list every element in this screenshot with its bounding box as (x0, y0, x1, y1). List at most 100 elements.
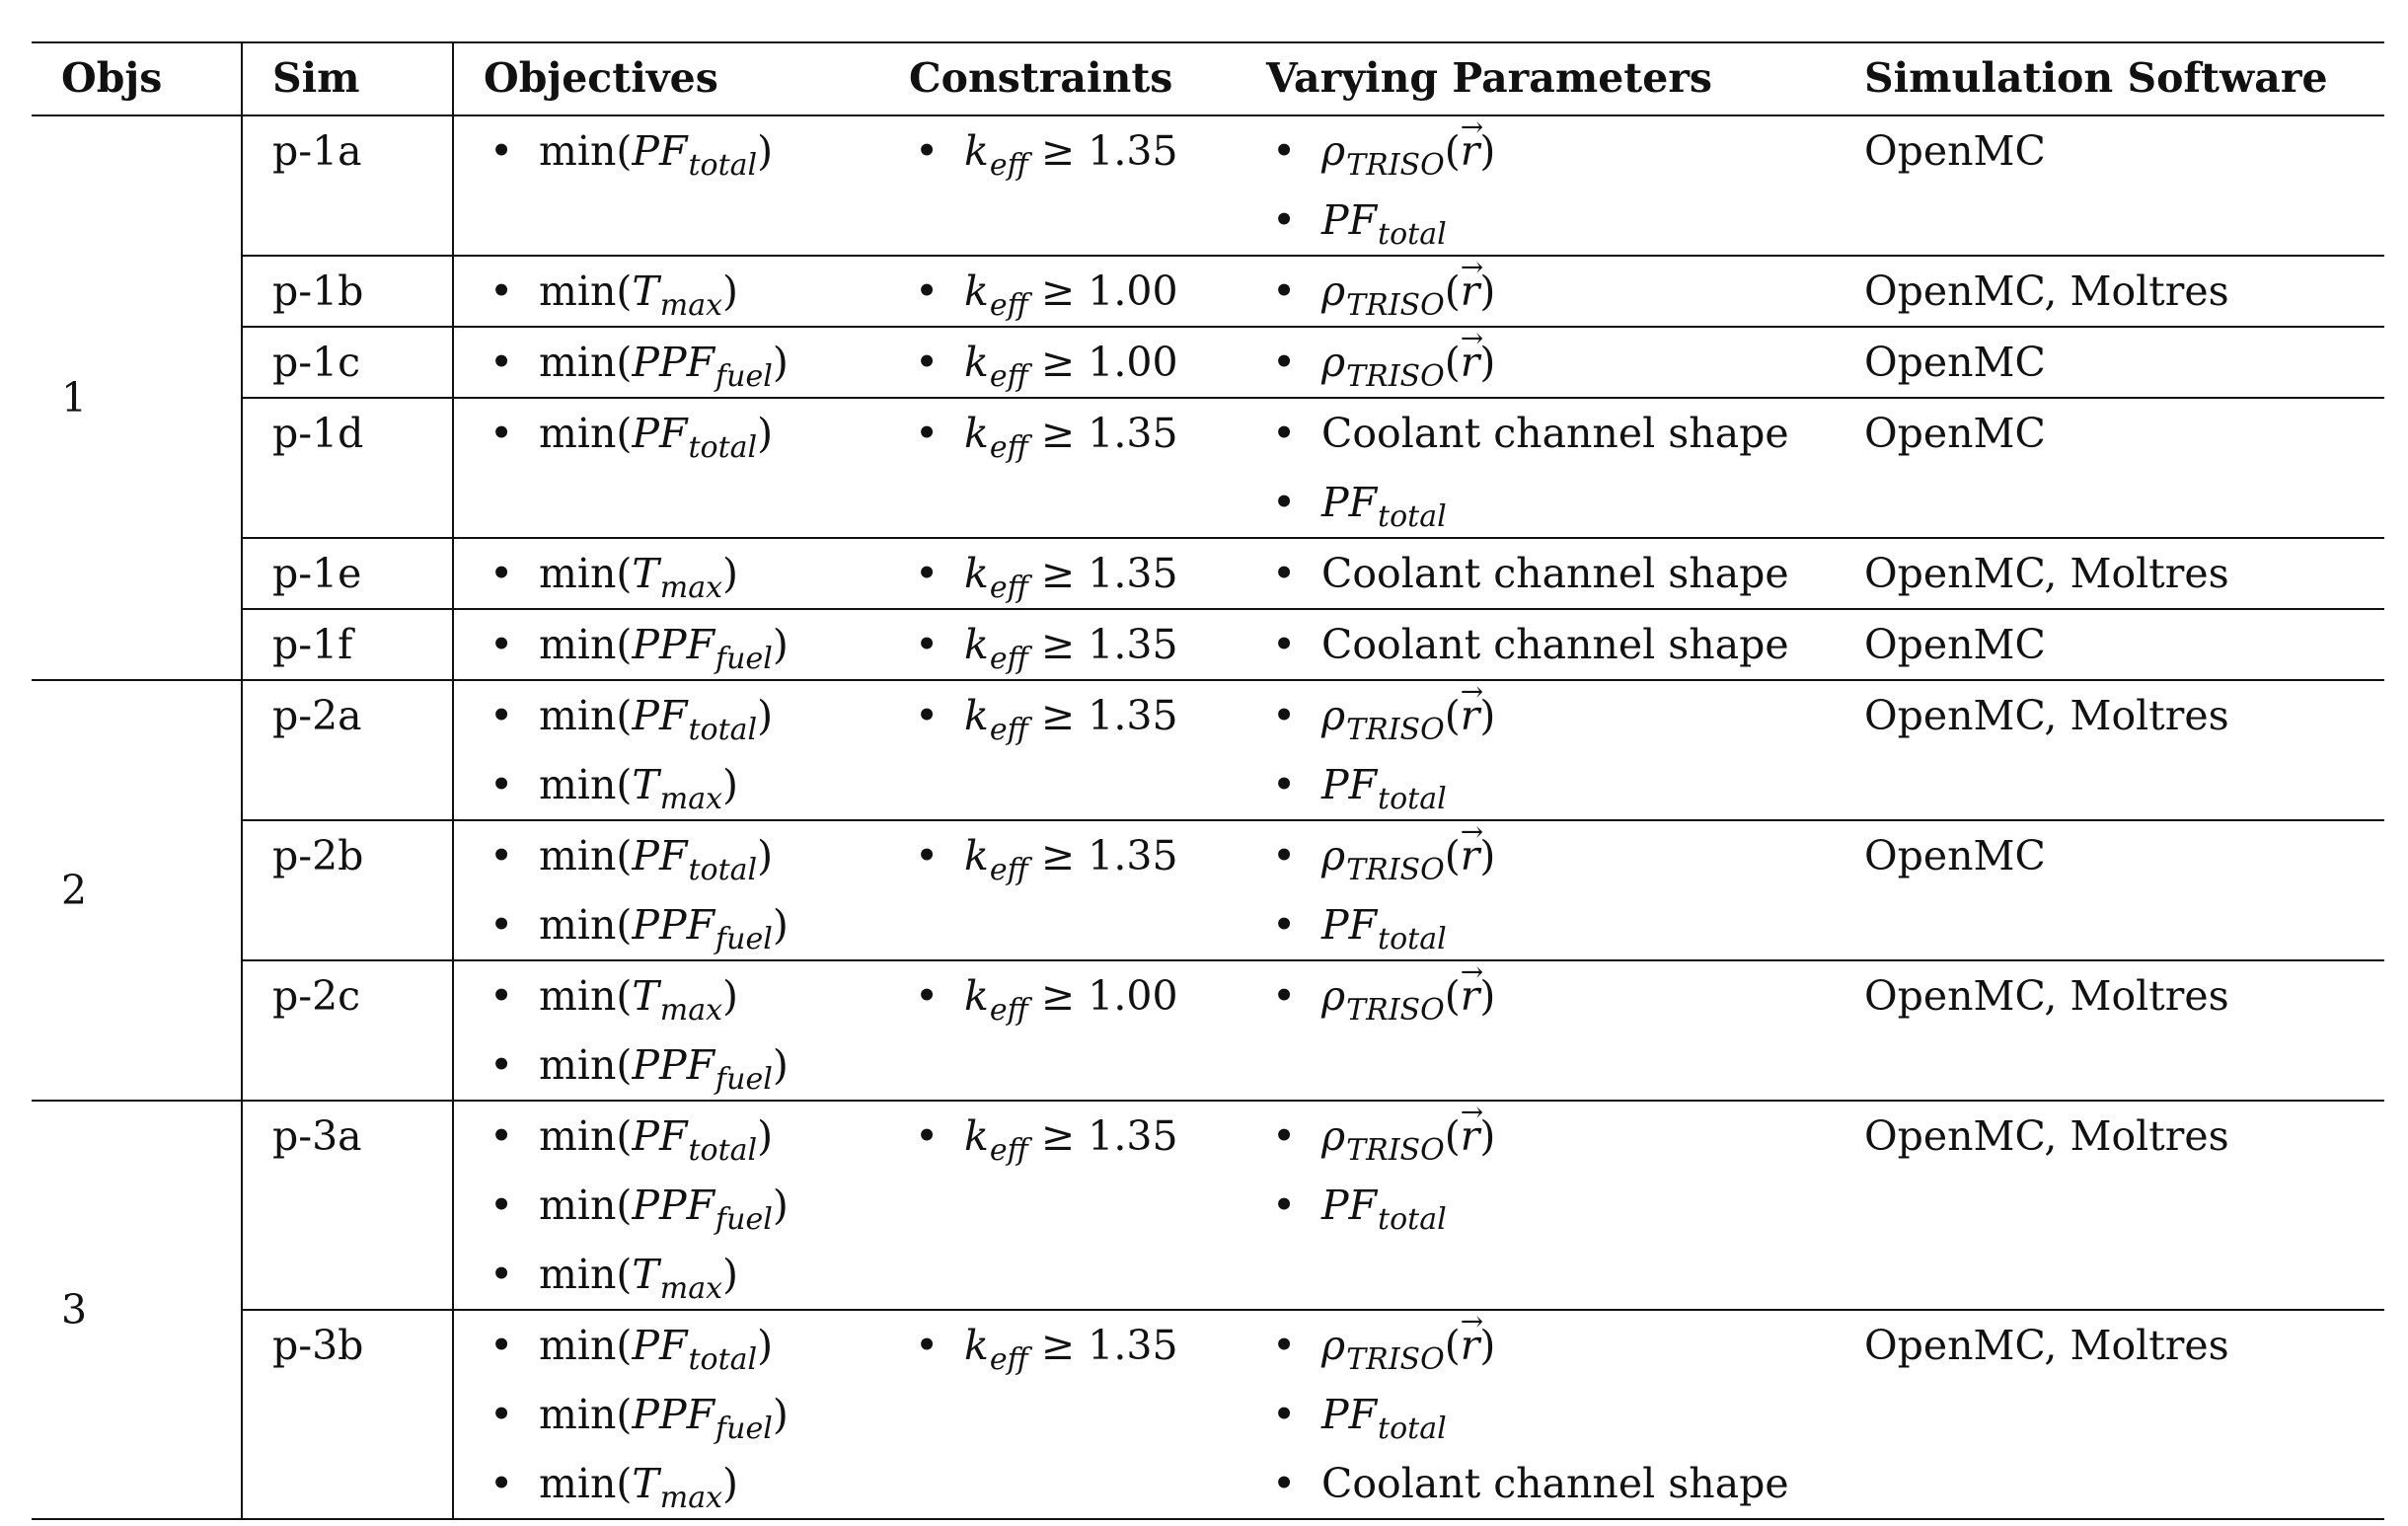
bullet-item: • min(PPFfuel) (484, 1030, 879, 1100)
sim-id: p-1d (272, 410, 364, 457)
objs-cell: 2 (32, 680, 243, 1101)
bullet-item: • Coolant channel shape (1266, 539, 1835, 608)
text-segment: ) (722, 267, 739, 315)
subscript: max (659, 1271, 723, 1306)
subscript: total (1378, 499, 1447, 534)
bullet-icon: • (915, 550, 940, 597)
sim-cell: p-1b (242, 256, 454, 327)
math-symbol: ρ (1321, 339, 1346, 386)
text-segment: min( (539, 832, 633, 879)
subscript: eff (989, 1133, 1028, 1168)
bullet-icon: • (1272, 196, 1297, 244)
table-row: p-1b • min(Tmax) • keff ≥ 1.00 • ρTRISO(r →) Ope… (32, 256, 2384, 327)
text-segment: min( (539, 339, 633, 386)
bullet-icon: • (1272, 1112, 1297, 1160)
bullet-item: • ρTRISO(r →) (1266, 960, 1835, 1030)
math-symbol: ρ (1321, 1322, 1346, 1369)
bullet-icon: • (489, 1112, 514, 1160)
sim-id: p-1c (272, 339, 361, 386)
math-symbol: PF (1321, 761, 1378, 808)
constraints-cell: • keff ≥ 1.35 (879, 1310, 1237, 1519)
bullet-icon: • (1272, 1182, 1297, 1229)
objectives-cell: • min(PFtotal) • min(PPFfuel) • min(Tmax) (453, 1101, 879, 1310)
bullet-item: • keff ≥ 1.00 (909, 328, 1237, 397)
bullet-item: • min(PFtotal) (484, 399, 879, 468)
table-row: p-2c • min(Tmax) • min(PPFfuel) • keff ≥ 1.00 •… (32, 960, 2384, 1101)
math-symbol: PPF (632, 901, 715, 949)
text-segment: ) (772, 901, 789, 949)
bullet-icon: • (489, 410, 514, 457)
constraints-cell: • keff ≥ 1.35 (879, 398, 1237, 538)
vector-arrow-icon: → (1460, 1310, 1484, 1337)
software-name: OpenMC, Moltres (1864, 692, 2229, 739)
bullet-item: • Coolant channel shape (1266, 610, 1835, 679)
bullet-item: • min(Tmax) (484, 750, 879, 819)
math-symbol: ρ (1321, 267, 1346, 315)
subscript: eff (989, 359, 1028, 394)
objs-cell: 1 (32, 115, 243, 680)
text-segment: min( (539, 621, 633, 668)
bullet-item: • min(PFtotal) (484, 116, 879, 186)
bullet-icon: • (915, 1322, 940, 1369)
software-cell: OpenMC (1835, 820, 2384, 960)
math-symbol: PPF (632, 1182, 715, 1229)
sim-cell: p-2b (242, 820, 454, 960)
objectives-cell: • min(PPFfuel) (453, 609, 879, 680)
subscript: total (1378, 1412, 1447, 1446)
software-name: OpenMC (1864, 832, 2046, 879)
text-segment: ≥ 1.00 (1027, 972, 1178, 1020)
table-row: p-1c • min(PPFfuel) • keff ≥ 1.00 • ρTRISO(r →)… (32, 327, 2384, 398)
table-row: p-1d • min(PFtotal) • keff ≥ 1.35 • Coolant ch… (32, 398, 2384, 538)
software-cell: OpenMC, Moltres (1835, 960, 2384, 1101)
text-segment: min( (539, 692, 633, 739)
bullet-item: • min(PFtotal) (484, 1311, 879, 1380)
vector-arrow-icon: → (1460, 960, 1484, 988)
math-symbol: PF (632, 692, 688, 739)
text-segment: ≥ 1.00 (1027, 267, 1178, 315)
bullet-icon: • (1272, 621, 1297, 668)
text-segment: ) (722, 1460, 739, 1507)
sim-id: p-3b (272, 1322, 364, 1369)
bullet-icon: • (489, 901, 514, 949)
bullet-icon: • (489, 1182, 514, 1229)
subscript: fuel (715, 1062, 773, 1097)
text-segment: ) (757, 410, 774, 457)
text-segment: min( (539, 901, 633, 949)
text-segment: ( (1444, 339, 1461, 386)
text-segment: ( (1444, 692, 1461, 739)
bullet-icon: • (1272, 479, 1297, 526)
software-cell: OpenMC (1835, 115, 2384, 256)
objectives-cell: • min(Tmax) (453, 538, 879, 609)
text-segment: ) (772, 1041, 789, 1089)
software-name: OpenMC (1864, 339, 2046, 386)
math-symbol: k (964, 972, 989, 1020)
sim-cell: p-1a (242, 115, 454, 256)
vector-symbol: r → (1461, 256, 1483, 326)
text-segment: ( (1444, 1112, 1461, 1160)
objectives-cell: • min(Tmax) (453, 256, 879, 327)
constraints-cell: • keff ≥ 1.35 (879, 538, 1237, 609)
subscript: total (688, 1133, 758, 1168)
bullet-item: • ρTRISO(r →) (1266, 256, 1835, 326)
bullet-icon: • (489, 550, 514, 597)
bullet-item: • ρTRISO(r →) (1266, 327, 1835, 397)
bullet-icon: • (1272, 410, 1297, 457)
bullet-icon: • (915, 692, 940, 739)
sim-id: p-2b (272, 832, 364, 879)
math-symbol: k (964, 267, 989, 315)
bullet-item: • min(PFtotal) (484, 821, 879, 890)
parameters-cell: • Coolant channel shape (1237, 609, 1835, 680)
text-segment: ≥ 1.35 (1027, 832, 1178, 879)
bullet-icon: • (1272, 267, 1297, 315)
subscript: max (659, 288, 723, 323)
bullet-icon: • (489, 127, 514, 175)
bullet-item: • min(Tmax) (484, 257, 879, 326)
subscript: eff (989, 148, 1028, 183)
math-symbol: ρ (1321, 972, 1346, 1020)
text-segment: ( (1444, 1322, 1461, 1369)
math-symbol: PF (632, 832, 688, 879)
constraints-cell: • keff ≥ 1.00 (879, 327, 1237, 398)
text-segment: ) (1479, 1112, 1496, 1160)
bullet-icon: • (915, 832, 940, 879)
vector-letter: r (1460, 832, 1480, 879)
